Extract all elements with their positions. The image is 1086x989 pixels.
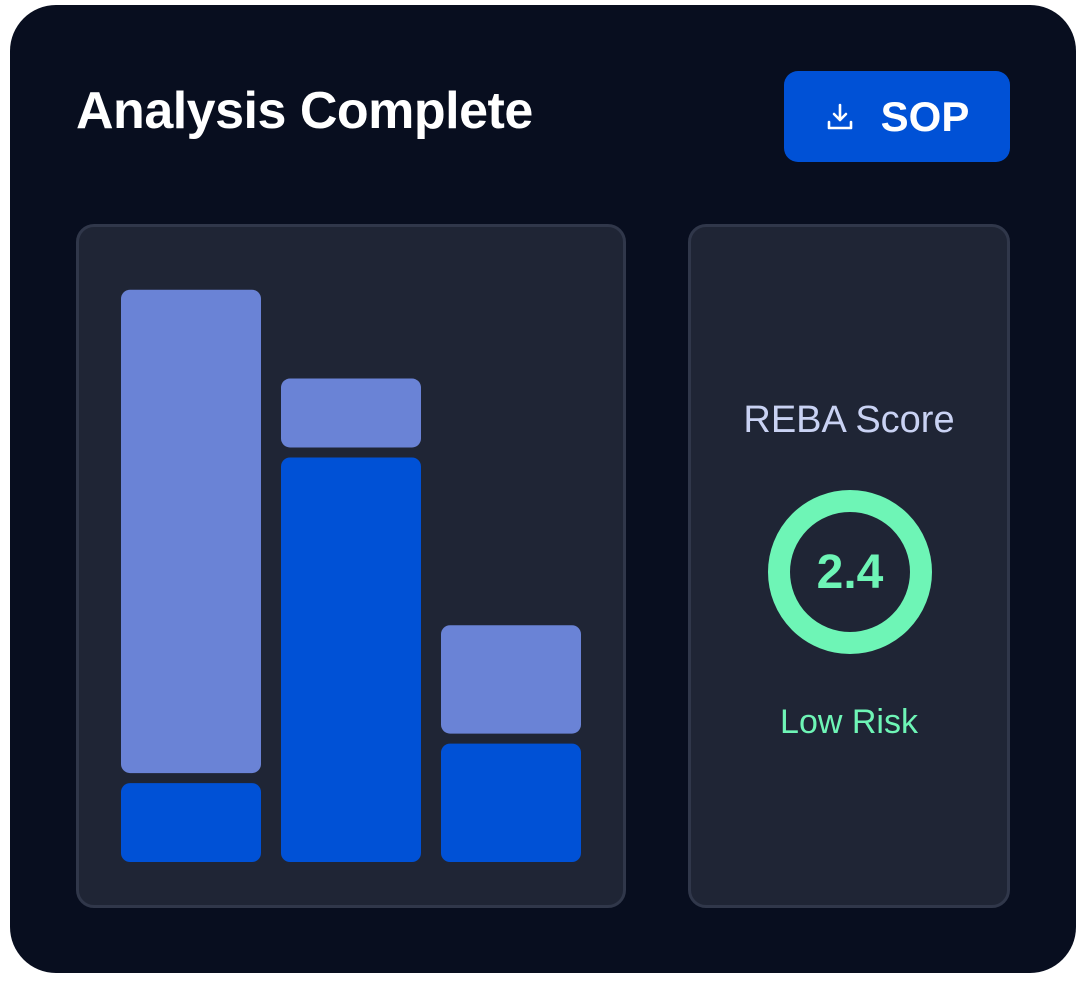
reba-score-panel: REBA Score 2.4 Low Risk [688, 224, 1010, 908]
score-ring [768, 490, 932, 654]
bar-1-segment-2 [121, 289, 261, 774]
risk-level-label: Low Risk [780, 703, 918, 741]
download-sop-button[interactable]: SOP [784, 71, 1010, 162]
bar-2-segment-2 [281, 378, 421, 448]
analysis-card: Analysis Complete SOP REBA Score 2.4 Low… [10, 5, 1076, 973]
bar-1-segment-1 [121, 783, 261, 862]
bar-2-segment-1 [281, 457, 421, 862]
chart-panel [76, 224, 626, 908]
sop-button-label: SOP [880, 92, 970, 140]
page-title: Analysis Complete [76, 82, 533, 140]
bar-3-segment-2 [441, 625, 581, 734]
download-icon [825, 102, 855, 132]
reba-score-value: 2.4 [816, 545, 884, 599]
bar-3-segment-1 [441, 743, 581, 862]
reba-score-label: REBA Score [743, 399, 955, 441]
stacked-bar-chart [121, 289, 581, 862]
